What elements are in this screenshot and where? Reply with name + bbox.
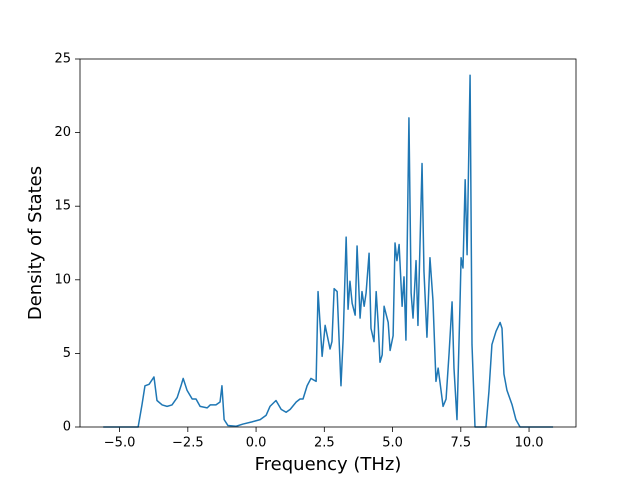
- data-line: [103, 74, 554, 428]
- x-tick-label: 10.0: [515, 436, 544, 451]
- x-tick-label: −2.5: [172, 436, 204, 451]
- plot-frame: [79, 58, 577, 428]
- y-tick-label: 25: [54, 52, 71, 67]
- y-axis-label: Density of States: [25, 166, 46, 320]
- x-tick-label: 0.0: [246, 436, 267, 451]
- x-tick-label: −5.0: [104, 436, 136, 451]
- y-tick-label: 0: [63, 420, 71, 435]
- y-tick-label: 20: [54, 125, 71, 140]
- x-tick-label: 7.5: [450, 436, 471, 451]
- x-tick-label: 5.0: [382, 436, 403, 451]
- x-tick-label: 2.5: [314, 436, 335, 451]
- y-tick-label: 5: [63, 346, 71, 361]
- y-tick-label: 10: [54, 272, 71, 287]
- y-tick-label: 15: [54, 199, 71, 214]
- x-axis-label: Frequency (THz): [255, 454, 402, 475]
